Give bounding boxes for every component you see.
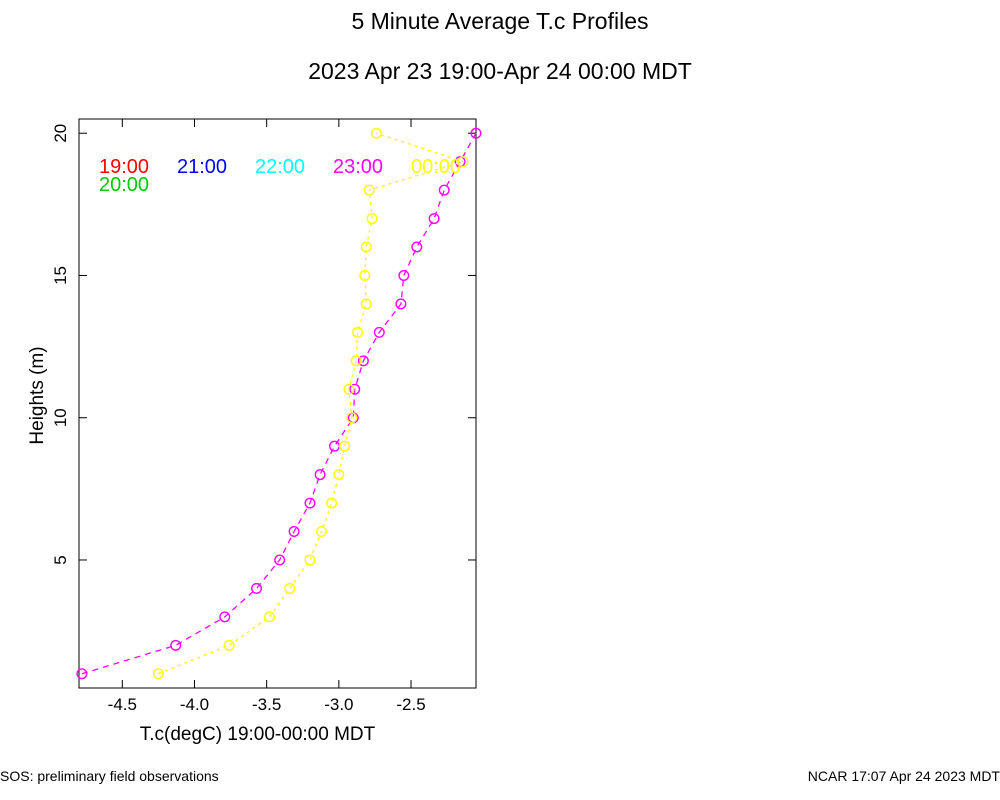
data-point-0000 bbox=[339, 440, 351, 452]
data-point-2300 bbox=[411, 241, 423, 253]
x-tick-label: -4.0 bbox=[180, 695, 209, 714]
footer-left-note: SOS: preliminary field observations bbox=[0, 768, 219, 784]
data-point-2300 bbox=[398, 269, 410, 281]
data-point-2300 bbox=[288, 526, 300, 538]
data-point-0000 bbox=[326, 497, 338, 509]
data-point-0000 bbox=[343, 383, 355, 395]
data-point-0000 bbox=[360, 241, 372, 253]
data-point-0000 bbox=[350, 355, 362, 367]
legend-entry-0000: 00:00 bbox=[411, 156, 461, 178]
data-point-2300 bbox=[304, 497, 316, 509]
series-line-2300 bbox=[81, 132, 477, 675]
data-point-2300 bbox=[251, 582, 263, 594]
x-axis-label: T.c(degC) 19:00-00:00 MDT bbox=[140, 724, 376, 745]
chart-title: 5 Minute Average T.c Profiles bbox=[351, 8, 649, 34]
y-tick-label: 15 bbox=[51, 266, 70, 285]
y-tick-label: 20 bbox=[51, 124, 70, 143]
data-point-2300 bbox=[349, 383, 361, 395]
data-point-0000 bbox=[360, 298, 372, 310]
plot-frame bbox=[78, 118, 477, 689]
data-point-2300 bbox=[357, 355, 369, 367]
footer-right-stamp: NCAR 17:07 Apr 24 2023 MDT bbox=[807, 768, 1000, 784]
data-point-0000 bbox=[316, 526, 328, 538]
data-point-0000 bbox=[363, 184, 375, 196]
data-point-2300 bbox=[470, 127, 482, 139]
legend-entry-2000: 20:00 bbox=[99, 174, 149, 196]
x-tick-label: -2.5 bbox=[396, 695, 425, 714]
data-point-0000 bbox=[333, 469, 345, 481]
data-point-2300 bbox=[438, 184, 450, 196]
y-tick-label: 5 bbox=[51, 555, 70, 564]
chart-subtitle: 2023 Apr 23 19:00-Apr 24 00:00 MDT bbox=[308, 58, 692, 84]
data-point-2300 bbox=[170, 639, 182, 651]
data-point-0000 bbox=[370, 127, 382, 139]
data-point-2300 bbox=[395, 298, 407, 310]
legend-entry-2100: 21:00 bbox=[177, 156, 227, 178]
data-point-2300 bbox=[428, 213, 440, 225]
legend-entry-2300: 23:00 bbox=[333, 156, 383, 178]
data-point-0000 bbox=[352, 326, 364, 338]
data-point-0000 bbox=[304, 554, 316, 566]
x-tick-label: -4.5 bbox=[108, 695, 137, 714]
legend-entry-2200: 22:00 bbox=[255, 156, 305, 178]
data-point-0000 bbox=[346, 412, 358, 424]
data-point-0000 bbox=[457, 156, 469, 168]
data-point-0000 bbox=[152, 668, 164, 680]
data-point-2300 bbox=[314, 469, 326, 481]
data-point-2300 bbox=[373, 326, 385, 338]
x-tick-label: -3.0 bbox=[324, 695, 353, 714]
data-point-0000 bbox=[284, 582, 296, 594]
y-axis-label: Heights (m) bbox=[27, 346, 48, 444]
data-point-0000 bbox=[366, 213, 378, 225]
data-point-0000 bbox=[359, 269, 371, 281]
y-tick-label: 10 bbox=[51, 408, 70, 427]
data-point-2300 bbox=[219, 611, 231, 623]
data-point-2300 bbox=[76, 668, 88, 680]
data-point-0000 bbox=[264, 611, 276, 623]
data-point-2300 bbox=[329, 440, 341, 452]
data-point-2300 bbox=[274, 554, 286, 566]
data-point-0000 bbox=[223, 639, 235, 651]
x-tick-label: -3.5 bbox=[252, 695, 281, 714]
series-line-0000 bbox=[158, 132, 466, 675]
legend-entry-1900: 19:00 bbox=[99, 156, 149, 178]
